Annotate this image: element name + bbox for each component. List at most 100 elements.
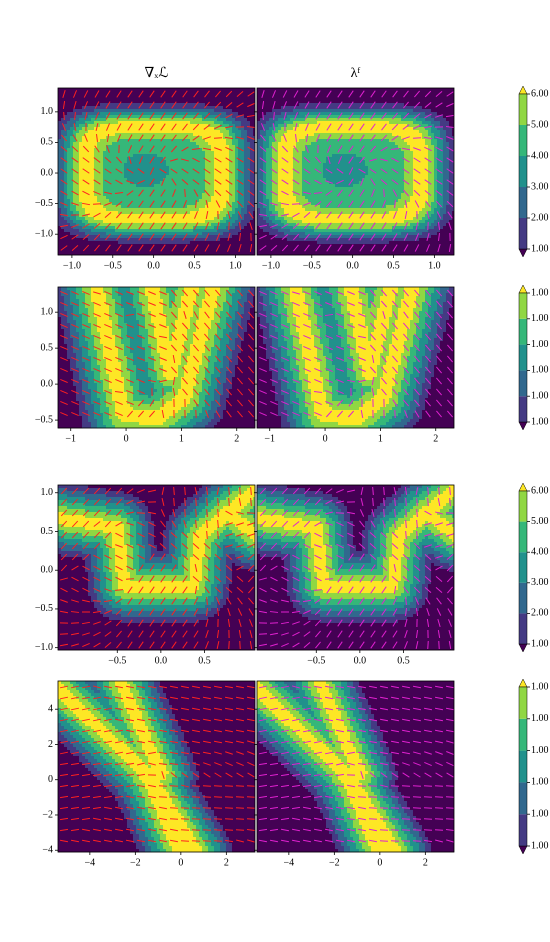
contour-band: [58, 124, 65, 128]
contour-band: [250, 199, 255, 203]
contour-band: [214, 557, 221, 561]
contour-band: [139, 386, 155, 390]
contour-band: [94, 154, 104, 158]
contour-band: [130, 524, 137, 528]
contour-band: [284, 208, 306, 212]
contour-band: [151, 311, 164, 315]
contour-band: [109, 413, 116, 417]
arrow: [391, 135, 399, 141]
contour-band: [308, 311, 315, 315]
contour-band: [269, 223, 276, 227]
contour-band: [326, 365, 336, 369]
contour-band: [178, 419, 191, 423]
contour-band: [401, 118, 417, 122]
contour-band: [103, 422, 113, 426]
contour-band: [347, 305, 363, 309]
contour-band: [148, 527, 155, 531]
contour-band: [422, 302, 432, 306]
contour-band: [205, 587, 212, 591]
arrow: [127, 233, 133, 241]
arrow: [414, 289, 420, 297]
contour-band: [443, 217, 453, 221]
contour-band: [67, 208, 71, 212]
contour-band: [287, 320, 297, 324]
contour-band: [79, 142, 98, 146]
contour-band: [193, 533, 212, 537]
arrow: [202, 147, 212, 151]
contour-band: [266, 187, 273, 191]
contour-band: [193, 133, 224, 137]
arrow: [392, 366, 398, 374]
contour-band: [211, 407, 218, 411]
contour-band: [139, 566, 179, 570]
contour-band: [88, 410, 95, 414]
contour-band: [428, 151, 435, 155]
contour-band: [244, 205, 248, 209]
contour-band: [244, 181, 251, 185]
contour-band: [341, 311, 351, 315]
contour-band: [241, 560, 255, 564]
contour-band: [293, 190, 303, 194]
arrow: [182, 233, 188, 241]
contour-band: [100, 202, 113, 206]
arrow: [436, 311, 442, 319]
contour-band: [266, 175, 273, 179]
arrow: [138, 112, 144, 120]
contour-band: [73, 211, 80, 215]
arrow: [137, 324, 145, 328]
contour-band: [250, 124, 255, 128]
contour-band: [287, 220, 303, 224]
contour-band: [229, 527, 239, 531]
arrow: [404, 210, 408, 220]
contour-band: [284, 211, 318, 215]
contour-band: [235, 190, 239, 194]
contour-band: [419, 395, 429, 399]
contour-band: [211, 533, 221, 537]
arrow: [348, 211, 354, 219]
colorbar-extend-top: [518, 284, 528, 294]
arrow: [193, 399, 199, 407]
contour-band: [175, 548, 182, 552]
arrow: [137, 357, 145, 361]
contour-band: [73, 124, 80, 128]
arrow: [214, 586, 222, 594]
arrow: [214, 553, 222, 561]
contour-band: [241, 208, 248, 212]
contour-band: [257, 329, 264, 333]
arrow: [104, 357, 112, 361]
arrow: [181, 344, 189, 352]
arrow: [358, 357, 366, 361]
arrow: [126, 410, 134, 418]
contour-band: [67, 320, 77, 324]
contour-band: [181, 380, 197, 384]
contour-band: [380, 302, 396, 306]
arrow: [194, 211, 198, 219]
contour-band: [184, 566, 191, 570]
contour-band: [266, 163, 273, 167]
contour-band: [257, 410, 279, 414]
arrow: [247, 289, 255, 297]
contour-band: [175, 509, 185, 513]
contour-band: [73, 308, 80, 312]
contour-band: [413, 166, 429, 170]
arrow: [115, 346, 123, 350]
contour-band: [85, 560, 92, 564]
contour-band: [58, 581, 89, 585]
arrow: [314, 346, 322, 350]
x-tick-label: −1.0: [262, 260, 280, 271]
contour-band: [422, 329, 432, 333]
contour-band: [151, 548, 158, 552]
arrow: [93, 509, 101, 517]
arrow: [273, 111, 275, 121]
arrow: [225, 168, 233, 174]
arrow: [204, 300, 210, 308]
contour-band: [79, 124, 89, 128]
contour-band: [100, 587, 107, 591]
contour-band: [266, 193, 273, 197]
contour-band: [290, 422, 297, 426]
contour-band: [100, 371, 107, 375]
contour-band: [263, 172, 267, 176]
arrow: [447, 388, 453, 396]
arrow: [250, 486, 252, 496]
contour-band: [437, 332, 444, 336]
